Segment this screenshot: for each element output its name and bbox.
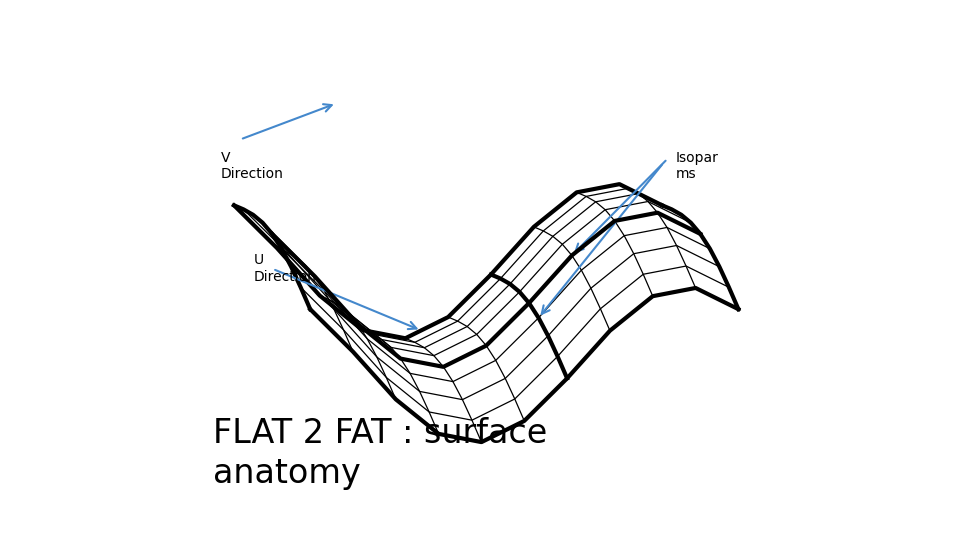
Text: U
Direction: U Direction bbox=[253, 253, 316, 284]
Text: FLAT 2 FAT : surface
anatomy: FLAT 2 FAT : surface anatomy bbox=[213, 417, 547, 490]
Text: V
Direction: V Direction bbox=[221, 151, 284, 181]
Text: Isopar
ms: Isopar ms bbox=[675, 151, 718, 181]
